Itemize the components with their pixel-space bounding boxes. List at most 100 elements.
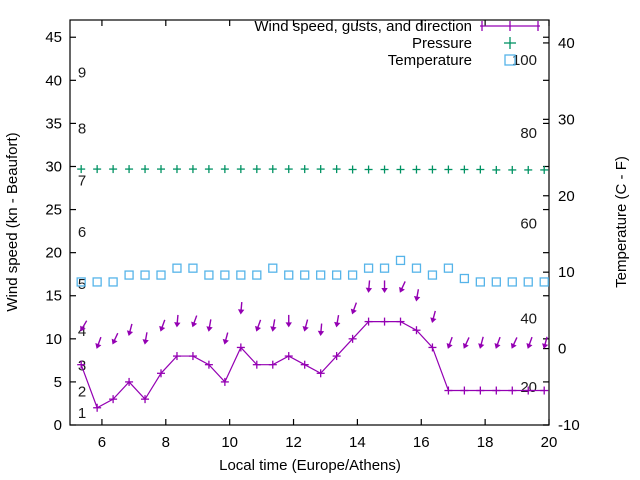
beaufort-label: 7 xyxy=(78,172,86,189)
y2-tick-label: 10 xyxy=(558,264,575,281)
wind-direction-arrow xyxy=(334,314,341,328)
wind-direction-arrow xyxy=(285,314,292,328)
legend-label-temperature: Temperature xyxy=(388,52,472,69)
x-tick-label: 18 xyxy=(477,434,494,451)
wind-direction-arrow xyxy=(462,337,470,349)
fahrenheit-label: 60 xyxy=(520,216,537,233)
plot-frame xyxy=(69,19,550,426)
temperature-marker xyxy=(316,270,326,280)
wind-direction-arrow xyxy=(255,319,262,332)
beaufort-label: 2 xyxy=(78,384,86,401)
fahrenheit-label: 80 xyxy=(520,125,537,142)
wind-direction-arrow xyxy=(542,336,549,349)
temperature-marker xyxy=(363,263,374,273)
series-wind-speed xyxy=(77,317,549,412)
wind-direction-arrow xyxy=(111,332,119,345)
temperature-marker xyxy=(124,270,134,280)
temperature-marker xyxy=(539,277,549,287)
legend-swatch-pressure xyxy=(504,37,516,49)
y-tick-label: 40 xyxy=(45,72,62,89)
y2-tick-label: -10 xyxy=(558,417,580,434)
wind-direction-arrow xyxy=(399,281,406,293)
beaufort-label: 6 xyxy=(78,224,86,241)
x-tick-label: 6 xyxy=(98,434,106,451)
temperature-marker xyxy=(300,270,310,280)
wind-direction-arrow xyxy=(159,319,166,332)
wind-direction-arrow xyxy=(222,332,229,345)
fahrenheit-label: 40 xyxy=(520,310,537,327)
y-tick-label: 30 xyxy=(45,158,62,175)
temperature-marker xyxy=(395,255,406,266)
series-pressure xyxy=(77,165,549,174)
legend-label-pressure: Pressure xyxy=(412,35,472,52)
fahrenheit-label: 100 xyxy=(512,52,537,69)
temperature-marker xyxy=(491,277,501,287)
wind-direction-arrow xyxy=(526,336,533,349)
wind-direction-arrow xyxy=(494,336,501,349)
temperature-marker xyxy=(172,263,182,273)
wind-direction-arrow xyxy=(317,323,325,337)
wind-direction-arrow xyxy=(126,323,134,336)
y2-axis-title: Temperature (C - F) xyxy=(613,156,630,288)
y2-tick-label: 20 xyxy=(558,188,575,205)
beaufort-label: 4 xyxy=(78,323,86,340)
y-axis-title: Wind speed (kn - Beaufort) xyxy=(4,132,21,311)
y-tick-label: 0 xyxy=(54,417,62,434)
temperature-marker xyxy=(252,270,262,280)
wind-direction-arrow xyxy=(510,337,518,349)
y-tick-label: 25 xyxy=(45,202,62,219)
temperature-marker xyxy=(475,277,485,287)
temperature-marker xyxy=(507,277,517,287)
fahrenheit-scale-labels: 20406080100 xyxy=(512,52,537,396)
temperature-marker xyxy=(188,263,198,273)
wind-direction-arrow xyxy=(413,289,421,302)
y-tick-label: 10 xyxy=(45,331,62,348)
wind-direction-arrow xyxy=(206,319,213,332)
wind-direction-arrow xyxy=(191,315,198,328)
y2-tick-label: 40 xyxy=(558,35,575,52)
temperature-marker xyxy=(204,270,214,280)
y-tick-label: 5 xyxy=(54,374,62,391)
beaufort-label: 5 xyxy=(78,276,86,293)
wind-direction-arrow xyxy=(270,319,277,332)
temperature-marker xyxy=(523,277,533,287)
temperature-marker xyxy=(140,270,150,280)
wind-direction-arrow xyxy=(365,280,373,293)
wind-direction-arrow xyxy=(430,310,437,324)
y2-tick-label: 30 xyxy=(558,111,575,128)
temperature-marker xyxy=(92,277,102,287)
temperature-marker xyxy=(220,270,230,280)
wind-direction-arrow xyxy=(95,336,102,349)
wind-direction-arrow xyxy=(174,314,181,328)
y-tick-label: 45 xyxy=(45,29,62,46)
series-temperature xyxy=(76,255,549,287)
temperature-marker xyxy=(411,263,422,273)
legend-label-wind: Wind speed, gusts, and direction xyxy=(254,18,472,35)
temperature-marker xyxy=(379,263,390,273)
temperature-marker xyxy=(156,270,166,280)
y-tick-label: 15 xyxy=(45,288,62,305)
temperature-marker xyxy=(236,270,246,280)
x-tick-label: 8 xyxy=(162,434,170,451)
x-tick-label: 16 xyxy=(413,434,430,451)
x-tick-label: 20 xyxy=(541,434,558,451)
temperature-marker xyxy=(443,263,454,273)
wind-direction-arrow xyxy=(478,336,485,349)
x-tick-label: 10 xyxy=(221,434,238,451)
temperature-marker xyxy=(284,270,294,280)
x-axis-ticks: 6 8 10 12 14 16 18 20 xyxy=(98,20,558,451)
temperature-marker xyxy=(76,277,86,287)
wind-direction-arrow xyxy=(237,301,245,315)
wind-direction-arrow xyxy=(446,336,453,349)
wind-speed-line xyxy=(80,321,545,409)
temperature-marker xyxy=(268,263,278,273)
wind-direction-arrow xyxy=(80,320,88,332)
temperature-marker xyxy=(459,273,470,284)
wind-direction-arrow xyxy=(142,332,149,345)
beaufort-label: 9 xyxy=(78,65,86,82)
legend-swatch-temperature xyxy=(504,54,516,66)
wind-direction-arrow xyxy=(302,319,309,332)
